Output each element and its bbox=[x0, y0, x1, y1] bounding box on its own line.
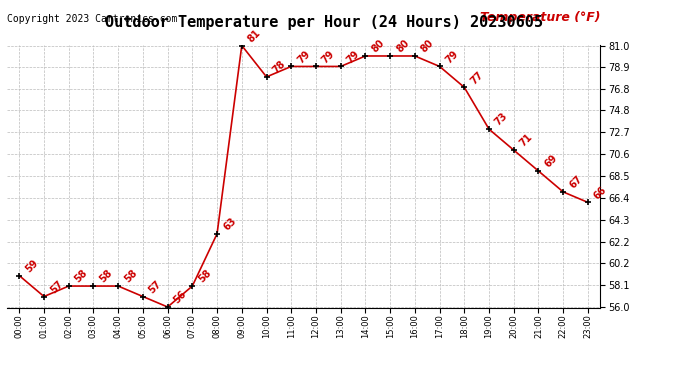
Text: 56: 56 bbox=[172, 289, 188, 306]
Text: 58: 58 bbox=[97, 268, 115, 285]
Text: 79: 79 bbox=[345, 48, 362, 65]
Text: 57: 57 bbox=[48, 279, 65, 295]
Text: Copyright 2023 Cartronics.com: Copyright 2023 Cartronics.com bbox=[7, 14, 177, 24]
Text: 80: 80 bbox=[370, 38, 386, 55]
Text: 71: 71 bbox=[518, 132, 535, 149]
Text: 67: 67 bbox=[567, 174, 584, 190]
Text: Temperature (°F): Temperature (°F) bbox=[480, 11, 600, 24]
Text: 80: 80 bbox=[419, 38, 435, 55]
Text: 69: 69 bbox=[542, 153, 560, 170]
Text: 77: 77 bbox=[469, 69, 485, 86]
Text: 79: 79 bbox=[295, 48, 312, 65]
Text: Outdoor Temperature per Hour (24 Hours) 20230605: Outdoor Temperature per Hour (24 Hours) … bbox=[106, 15, 543, 30]
Text: 79: 79 bbox=[444, 48, 460, 65]
Text: 80: 80 bbox=[394, 38, 411, 55]
Text: 79: 79 bbox=[320, 48, 337, 65]
Text: 66: 66 bbox=[592, 184, 609, 201]
Text: 58: 58 bbox=[73, 268, 90, 285]
Text: 73: 73 bbox=[493, 111, 510, 128]
Text: 81: 81 bbox=[246, 27, 263, 44]
Text: 63: 63 bbox=[221, 216, 238, 232]
Text: 78: 78 bbox=[270, 59, 287, 75]
Text: 58: 58 bbox=[122, 268, 139, 285]
Text: 59: 59 bbox=[23, 258, 40, 274]
Text: 57: 57 bbox=[147, 279, 164, 295]
Text: 58: 58 bbox=[197, 268, 213, 285]
